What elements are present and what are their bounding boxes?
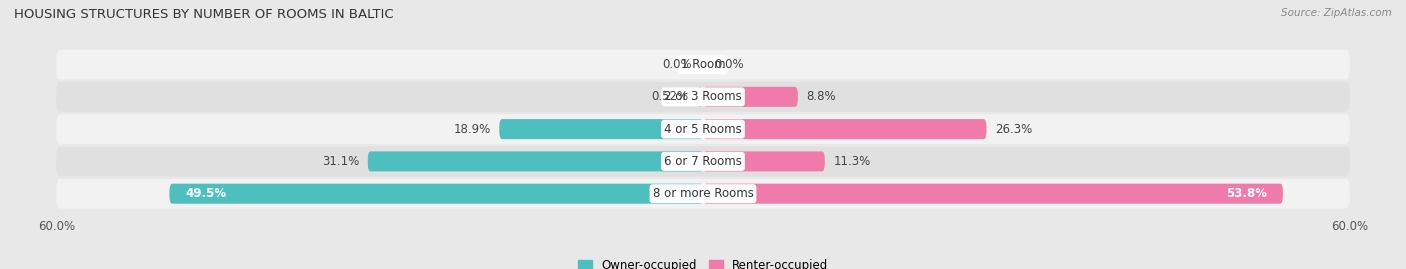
FancyBboxPatch shape bbox=[703, 151, 825, 171]
FancyBboxPatch shape bbox=[56, 114, 1350, 144]
FancyBboxPatch shape bbox=[697, 87, 703, 107]
Text: HOUSING STRUCTURES BY NUMBER OF ROOMS IN BALTIC: HOUSING STRUCTURES BY NUMBER OF ROOMS IN… bbox=[14, 8, 394, 21]
Legend: Owner-occupied, Renter-occupied: Owner-occupied, Renter-occupied bbox=[572, 254, 834, 269]
Text: 2 or 3 Rooms: 2 or 3 Rooms bbox=[664, 90, 742, 103]
FancyBboxPatch shape bbox=[703, 87, 797, 107]
FancyBboxPatch shape bbox=[703, 184, 1282, 204]
FancyBboxPatch shape bbox=[170, 184, 703, 204]
FancyBboxPatch shape bbox=[56, 179, 1350, 208]
Text: 0.0%: 0.0% bbox=[714, 58, 744, 71]
Text: 53.8%: 53.8% bbox=[1226, 187, 1267, 200]
Text: Source: ZipAtlas.com: Source: ZipAtlas.com bbox=[1281, 8, 1392, 18]
FancyBboxPatch shape bbox=[56, 82, 1350, 112]
Text: 4 or 5 Rooms: 4 or 5 Rooms bbox=[664, 123, 742, 136]
FancyBboxPatch shape bbox=[368, 151, 703, 171]
FancyBboxPatch shape bbox=[56, 50, 1350, 79]
FancyBboxPatch shape bbox=[703, 119, 987, 139]
Text: 6 or 7 Rooms: 6 or 7 Rooms bbox=[664, 155, 742, 168]
FancyBboxPatch shape bbox=[56, 147, 1350, 176]
Text: 18.9%: 18.9% bbox=[453, 123, 491, 136]
Text: 8 or more Rooms: 8 or more Rooms bbox=[652, 187, 754, 200]
Text: 0.0%: 0.0% bbox=[662, 58, 692, 71]
Text: 31.1%: 31.1% bbox=[322, 155, 359, 168]
Text: 26.3%: 26.3% bbox=[995, 123, 1032, 136]
FancyBboxPatch shape bbox=[499, 119, 703, 139]
Text: 0.52%: 0.52% bbox=[651, 90, 689, 103]
Text: 49.5%: 49.5% bbox=[186, 187, 226, 200]
Text: 8.8%: 8.8% bbox=[807, 90, 837, 103]
Text: 1 Room: 1 Room bbox=[681, 58, 725, 71]
Text: 11.3%: 11.3% bbox=[834, 155, 870, 168]
